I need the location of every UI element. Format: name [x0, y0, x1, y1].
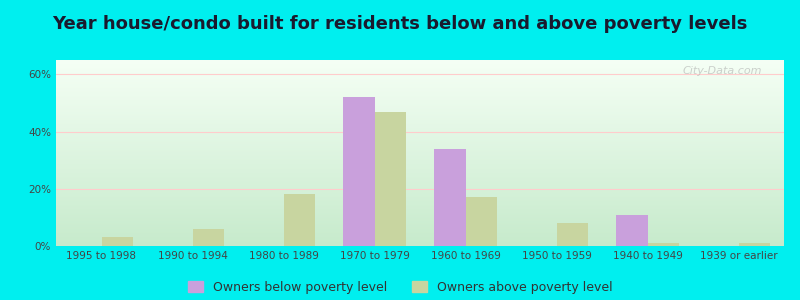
Bar [102, 237, 134, 246]
Text: Year house/condo built for residents below and above poverty levels: Year house/condo built for residents bel… [52, 15, 748, 33]
Bar [616, 214, 647, 246]
Bar [434, 149, 466, 246]
Bar [342, 97, 374, 246]
Legend: Owners below poverty level, Owners above poverty level: Owners below poverty level, Owners above… [187, 281, 613, 294]
Text: City-Data.com: City-Data.com [682, 66, 762, 76]
Bar [283, 194, 315, 246]
Bar [193, 229, 224, 246]
Bar [557, 223, 588, 246]
Bar [647, 243, 679, 246]
Bar [738, 243, 770, 246]
Bar [374, 112, 406, 246]
Bar [466, 197, 498, 246]
